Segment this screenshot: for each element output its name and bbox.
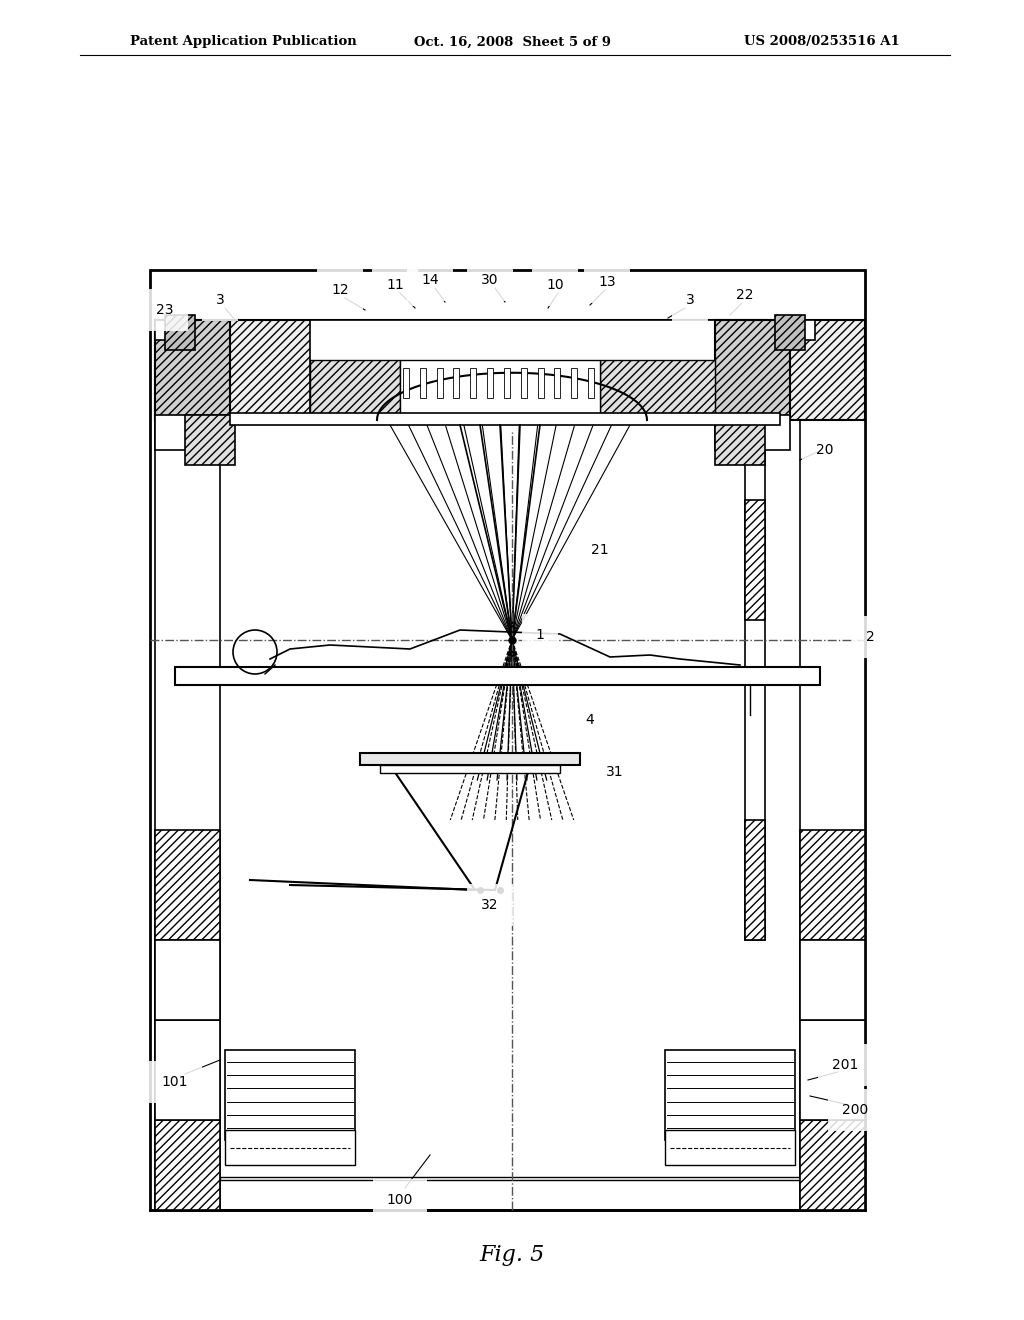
Bar xyxy=(715,414,790,450)
Bar xyxy=(775,315,805,350)
Bar xyxy=(487,368,494,399)
Bar xyxy=(521,368,526,399)
Text: 201: 201 xyxy=(831,1059,858,1072)
Bar xyxy=(665,1130,795,1166)
Text: 3: 3 xyxy=(686,293,694,308)
Bar xyxy=(225,1130,355,1166)
Bar xyxy=(470,368,476,399)
Bar xyxy=(400,360,600,420)
Bar xyxy=(800,1119,865,1210)
Bar xyxy=(380,766,560,774)
Bar xyxy=(230,413,780,425)
Text: 30: 30 xyxy=(481,273,499,286)
Text: 21: 21 xyxy=(591,543,609,557)
Text: 32: 32 xyxy=(481,898,499,912)
Bar xyxy=(785,319,815,341)
Text: Oct. 16, 2008  Sheet 5 of 9: Oct. 16, 2008 Sheet 5 of 9 xyxy=(414,36,610,49)
Text: 100: 100 xyxy=(387,1193,414,1206)
Bar xyxy=(155,414,230,450)
Bar xyxy=(155,319,865,420)
Bar xyxy=(745,820,765,940)
Text: 23: 23 xyxy=(157,304,174,317)
Text: US 2008/0253516 A1: US 2008/0253516 A1 xyxy=(744,36,900,49)
Text: 200: 200 xyxy=(842,1104,868,1117)
Text: 22: 22 xyxy=(736,288,754,302)
Bar xyxy=(800,940,865,1020)
Bar xyxy=(745,400,765,940)
Text: Patent Application Publication: Patent Application Publication xyxy=(130,36,356,49)
Bar xyxy=(800,389,865,1210)
Bar xyxy=(150,271,865,1210)
Bar xyxy=(310,319,715,420)
Bar xyxy=(745,500,765,620)
Text: 12: 12 xyxy=(331,282,349,297)
Bar xyxy=(436,368,442,399)
Bar xyxy=(155,1119,220,1210)
Bar xyxy=(665,1049,795,1140)
Text: 20: 20 xyxy=(816,444,834,457)
Bar xyxy=(600,360,715,420)
Text: 11: 11 xyxy=(386,279,403,292)
Bar xyxy=(155,319,185,341)
Bar xyxy=(175,667,820,685)
Bar xyxy=(155,830,220,940)
Bar xyxy=(155,940,220,1020)
Text: 3: 3 xyxy=(216,293,224,308)
Bar xyxy=(360,752,580,766)
Bar xyxy=(310,360,400,420)
Bar xyxy=(800,830,865,940)
Bar xyxy=(403,368,409,399)
Text: Fig. 5: Fig. 5 xyxy=(479,1243,545,1266)
Bar xyxy=(225,1049,355,1140)
Bar xyxy=(588,368,594,399)
Bar xyxy=(155,389,220,1210)
Bar xyxy=(155,940,220,1020)
Bar xyxy=(715,319,790,420)
Text: 1: 1 xyxy=(536,628,545,642)
Bar xyxy=(165,315,195,350)
Text: 31: 31 xyxy=(606,766,624,779)
Bar xyxy=(800,940,865,1020)
Text: 10: 10 xyxy=(546,279,564,292)
Text: 13: 13 xyxy=(598,275,615,289)
Bar xyxy=(571,368,578,399)
Bar xyxy=(454,368,460,399)
Bar xyxy=(155,319,230,420)
Bar xyxy=(220,1177,800,1180)
Text: 4: 4 xyxy=(586,713,594,727)
Bar xyxy=(800,1020,865,1119)
Bar xyxy=(420,368,426,399)
Bar xyxy=(538,368,544,399)
Text: 101: 101 xyxy=(162,1074,188,1089)
Bar xyxy=(155,1020,220,1119)
Text: 14: 14 xyxy=(421,273,439,286)
Bar xyxy=(185,414,234,465)
Bar xyxy=(554,368,560,399)
Bar xyxy=(715,414,765,465)
Text: 2: 2 xyxy=(865,630,874,644)
Bar xyxy=(504,368,510,399)
